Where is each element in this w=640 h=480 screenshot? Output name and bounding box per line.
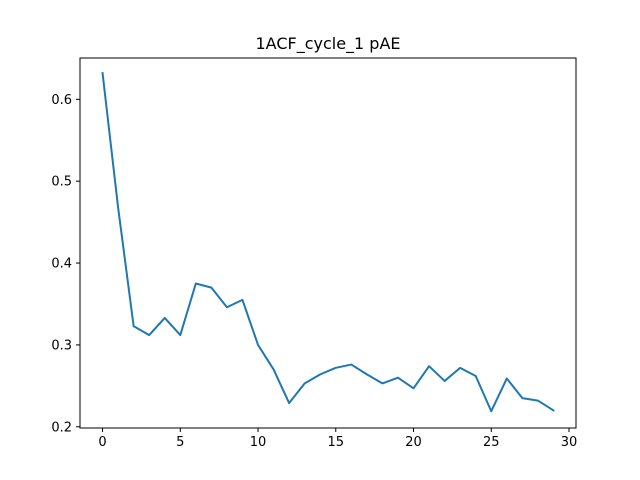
series-line (101, 72, 555, 413)
x-tick-label: 15 (328, 435, 345, 450)
x-tick-label: 10 (250, 435, 267, 450)
x-tick-label: 30 (561, 435, 578, 450)
chart-title: 1ACF_cycle_1 pAE (255, 34, 400, 54)
y-tick-label: 0.3 (51, 338, 72, 353)
x-tick-label: 25 (483, 435, 500, 450)
y-tick-label: 0.5 (51, 175, 72, 190)
y-axis: 0.2 0.3 0.4 0.5 0.6 (51, 93, 80, 435)
y-tick-label: 0.2 (51, 420, 72, 435)
x-tick-label: 5 (176, 435, 184, 450)
y-tick-label: 0.6 (51, 93, 72, 108)
x-axis: 0 5 10 15 20 25 30 (98, 428, 577, 450)
x-tick-label: 20 (405, 435, 422, 450)
plot-frame (79, 57, 577, 429)
y-tick-label: 0.4 (51, 257, 72, 272)
x-tick-label: 0 (98, 435, 106, 450)
